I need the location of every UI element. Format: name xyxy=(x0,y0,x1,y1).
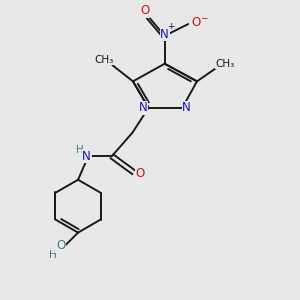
Text: O: O xyxy=(140,4,150,17)
Text: O: O xyxy=(56,239,65,252)
Text: N: N xyxy=(139,101,148,114)
Text: N: N xyxy=(160,28,169,41)
Text: N: N xyxy=(82,150,91,163)
Text: +: + xyxy=(167,22,175,31)
Text: CH₃: CH₃ xyxy=(216,59,235,69)
Text: O: O xyxy=(192,16,201,29)
Text: −: − xyxy=(200,13,208,22)
Text: H: H xyxy=(76,145,84,155)
Text: O: O xyxy=(136,167,145,180)
Text: CH₃: CH₃ xyxy=(94,55,114,65)
Text: N: N xyxy=(182,101,191,114)
Text: H: H xyxy=(49,250,57,260)
